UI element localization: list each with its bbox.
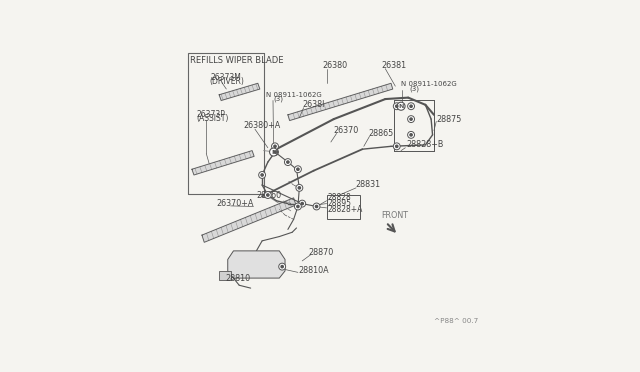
Circle shape: [408, 103, 415, 110]
Polygon shape: [192, 151, 254, 175]
Text: (3): (3): [273, 96, 284, 102]
Text: 26373P: 26373P: [196, 110, 225, 119]
Circle shape: [298, 187, 301, 189]
Text: 28895: 28895: [328, 199, 352, 208]
Text: N: N: [398, 104, 404, 109]
Polygon shape: [202, 198, 296, 242]
Polygon shape: [288, 83, 393, 121]
Circle shape: [274, 151, 276, 153]
Text: 26370: 26370: [333, 126, 359, 135]
Text: ^P88^ 00.7: ^P88^ 00.7: [434, 318, 478, 324]
Text: 26380+A: 26380+A: [243, 121, 281, 130]
Text: 26380: 26380: [323, 61, 348, 70]
Circle shape: [294, 203, 301, 210]
Text: 28828+A: 28828+A: [328, 205, 364, 214]
Circle shape: [269, 148, 278, 156]
Text: 26373M: 26373M: [211, 73, 242, 82]
Text: 28865: 28865: [368, 129, 394, 138]
Text: 28828+B: 28828+B: [407, 140, 444, 150]
Text: 2638l: 2638l: [302, 100, 324, 109]
Polygon shape: [228, 251, 285, 278]
Circle shape: [274, 145, 276, 147]
Circle shape: [287, 161, 289, 163]
Circle shape: [294, 166, 301, 173]
Circle shape: [284, 158, 291, 166]
Circle shape: [297, 168, 299, 170]
Text: 28810: 28810: [225, 273, 250, 283]
Text: 28828: 28828: [328, 193, 352, 202]
Circle shape: [281, 266, 284, 268]
Text: 28831: 28831: [355, 180, 380, 189]
Polygon shape: [219, 271, 230, 279]
Text: 26381: 26381: [381, 61, 406, 70]
Text: N 08911-1062G: N 08911-1062G: [266, 92, 322, 98]
Text: 28860: 28860: [257, 190, 282, 199]
Circle shape: [279, 263, 285, 270]
Circle shape: [271, 143, 278, 150]
Circle shape: [261, 174, 263, 176]
Circle shape: [394, 143, 400, 150]
Circle shape: [396, 145, 398, 147]
Circle shape: [408, 131, 415, 138]
Circle shape: [313, 203, 320, 210]
Text: FRONT: FRONT: [381, 211, 408, 219]
Text: N 08911-1062G: N 08911-1062G: [401, 81, 457, 87]
Text: 26370+A: 26370+A: [216, 199, 253, 208]
Circle shape: [259, 171, 266, 179]
Circle shape: [410, 118, 412, 120]
Circle shape: [410, 134, 412, 136]
Circle shape: [394, 103, 400, 110]
Circle shape: [296, 185, 303, 191]
Text: 28870: 28870: [308, 248, 333, 257]
Circle shape: [316, 205, 317, 208]
Circle shape: [397, 102, 405, 110]
Text: REFILLS WIPER BLADE: REFILLS WIPER BLADE: [190, 56, 284, 65]
Circle shape: [297, 205, 299, 208]
Text: (3): (3): [410, 85, 420, 92]
Text: 28810A: 28810A: [298, 266, 328, 275]
Text: N: N: [271, 150, 276, 154]
Circle shape: [410, 105, 412, 108]
Circle shape: [271, 149, 278, 155]
Circle shape: [408, 116, 415, 122]
Text: 28875: 28875: [437, 115, 462, 124]
Circle shape: [299, 200, 306, 207]
Polygon shape: [219, 83, 260, 100]
Bar: [326, 195, 360, 219]
Text: (ASSIST): (ASSIST): [196, 114, 228, 123]
Bar: [188, 53, 264, 193]
Circle shape: [267, 194, 269, 196]
Text: (DRIVER): (DRIVER): [209, 77, 244, 86]
Circle shape: [396, 105, 398, 108]
Circle shape: [301, 202, 303, 205]
Circle shape: [264, 192, 271, 198]
